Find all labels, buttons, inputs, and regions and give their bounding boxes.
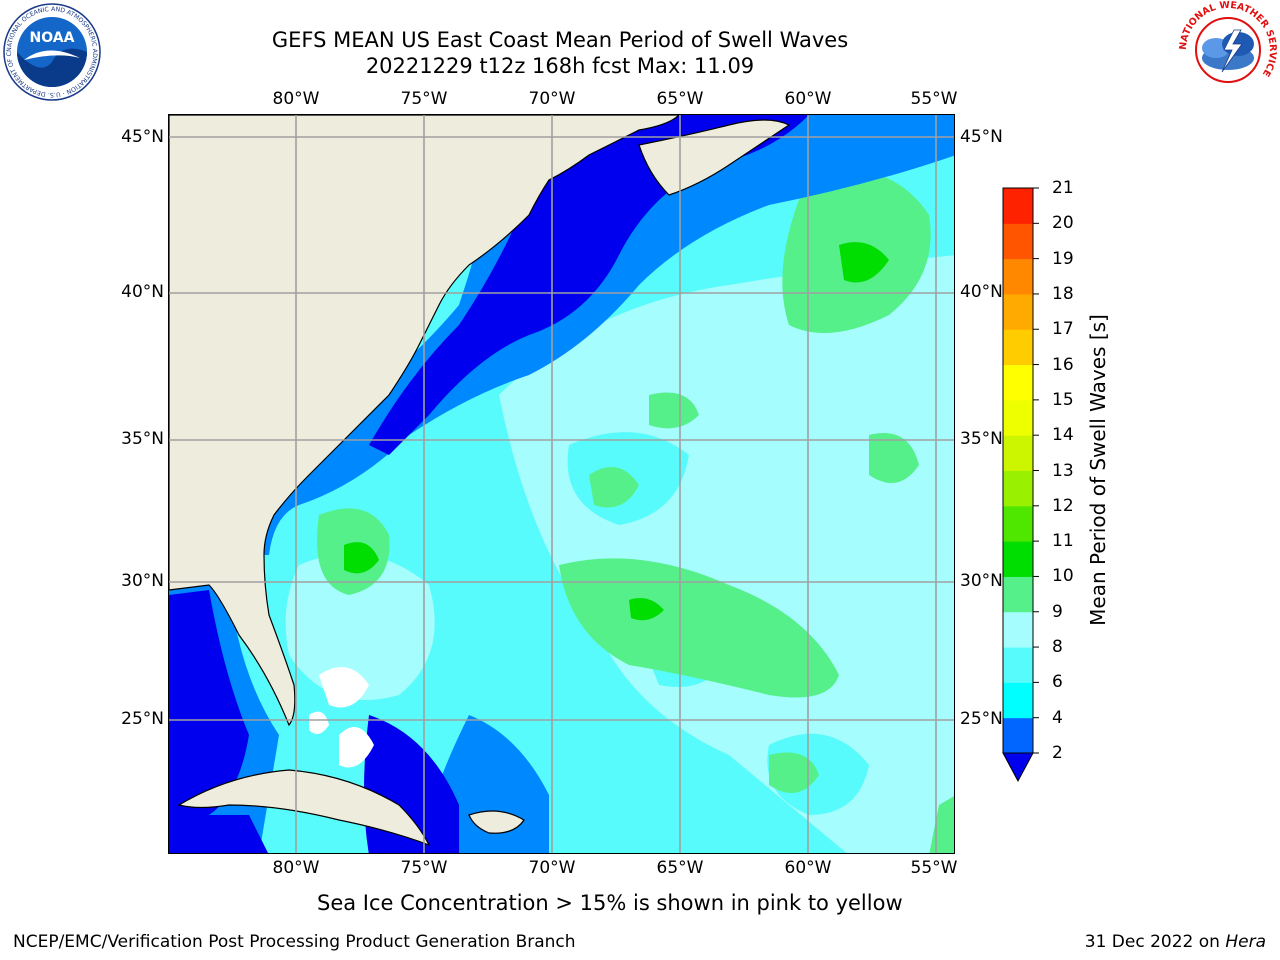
noaa-logo: NATIONAL OCEANIC AND ATMOSPHERIC ADMINIS… [0,0,102,102]
lat-label-right: 25°N [960,709,1003,729]
lon-label-top: 80°W [272,89,320,109]
lon-label-top: 60°W [784,89,832,109]
colorbar-tick-label: 17 [1052,319,1074,340]
map-plot-area [168,114,955,854]
colorbar-tick-label: 16 [1052,354,1074,375]
colorbar-segment [1003,470,1033,507]
colorbar-tick-label: 10 [1052,566,1074,587]
lon-label-bottom: 60°W [784,858,832,878]
colorbar-tick-label: 14 [1052,425,1074,446]
lat-label-left: 25°N [121,709,164,729]
colorbar-tick-label: 6 [1052,672,1063,693]
colorbar-segment [1003,293,1033,330]
colorbar-segment [1003,435,1033,471]
cuba [177,769,431,847]
colorbar-segment [1003,399,1033,436]
lon-label-bottom: 70°W [528,858,576,878]
colorbar-tick-label: 9 [1052,601,1063,622]
hispaniola [468,810,525,834]
lon-label-top: 75°W [400,89,448,109]
colorbar-label: Mean Period of Swell Waves [s] [1086,314,1110,626]
lon-label-top: 55°W [910,89,958,109]
footer-branch: NCEP/EMC/Verification Post Processing Pr… [13,932,576,952]
colorbar-segment [1003,576,1033,613]
colorbar-tick-label: 19 [1052,248,1074,269]
lat-label-right: 35°N [960,429,1003,449]
colorbar-tick-label: 12 [1052,495,1074,516]
lon-label-bottom: 80°W [272,858,320,878]
lat-label-right: 40°N [960,282,1003,302]
colorbar-segment [1003,329,1033,366]
lat-label-right: 45°N [960,127,1003,147]
colorbar-segment [1003,541,1033,577]
colorbar-tick-label: 18 [1052,283,1074,304]
footer-date: 31 Dec 2022 on Hera [1085,932,1266,952]
colorbar-segment [1003,505,1033,542]
colorbar-segment [1003,647,1033,683]
colorbar-tick-label: 11 [1052,531,1074,552]
lat-label-right: 30°N [960,571,1003,591]
colorbar-tick-label: 21 [1052,178,1074,198]
lat-label-left: 45°N [121,127,164,147]
lat-label-left: 35°N [121,429,164,449]
swell-period-8-9 [285,255,954,853]
colorbar-tick-label: 20 [1052,213,1074,234]
lon-label-bottom: 65°W [656,858,704,878]
footer-machine: Hera [1225,932,1266,952]
chart-title: GEFS MEAN US East Coast Mean Period of S… [271,28,849,52]
noaa-logo-text: NOAA [30,30,75,46]
colorbar-tick-label: 15 [1052,389,1074,410]
colorbar [1002,187,1039,783]
colorbar-segment [1003,717,1033,754]
colorbar-segment [1003,611,1033,648]
footer-date-text: 31 Dec 2022 on [1084,932,1220,952]
colorbar-tick-label: 4 [1052,707,1063,728]
lon-label-bottom: 55°W [910,858,958,878]
bahamas-shallows [309,667,374,768]
nws-logo: NATIONAL WEATHER SERVICE [1178,0,1278,100]
colorbar-segment [1003,258,1033,295]
colorbar-tick-label: 8 [1052,637,1063,658]
swell-period-10-11 [344,242,889,621]
nova-scotia [638,119,791,196]
lon-label-bottom: 75°W [400,858,448,878]
colorbar-segment [1003,188,1033,224]
graticule [169,115,954,853]
colorbar-tick-label: 13 [1052,460,1074,481]
sea-ice-note: Sea Ice Concentration > 15% is shown in … [317,891,903,915]
colorbar-segment [1003,364,1033,401]
lon-label-top: 65°W [656,89,704,109]
colorbar-extend-arrow [1002,752,1034,783]
chart-subtitle: 20221229 t12z 168h fcst Max: 11.09 [365,54,755,78]
colorbar-tick-label: 2 [1052,743,1063,763]
lat-label-left: 30°N [121,571,164,591]
lon-label-top: 70°W [528,89,576,109]
colorbar-segment [1003,223,1033,260]
lat-label-left: 40°N [121,282,164,302]
colorbar-segment [1003,682,1033,719]
